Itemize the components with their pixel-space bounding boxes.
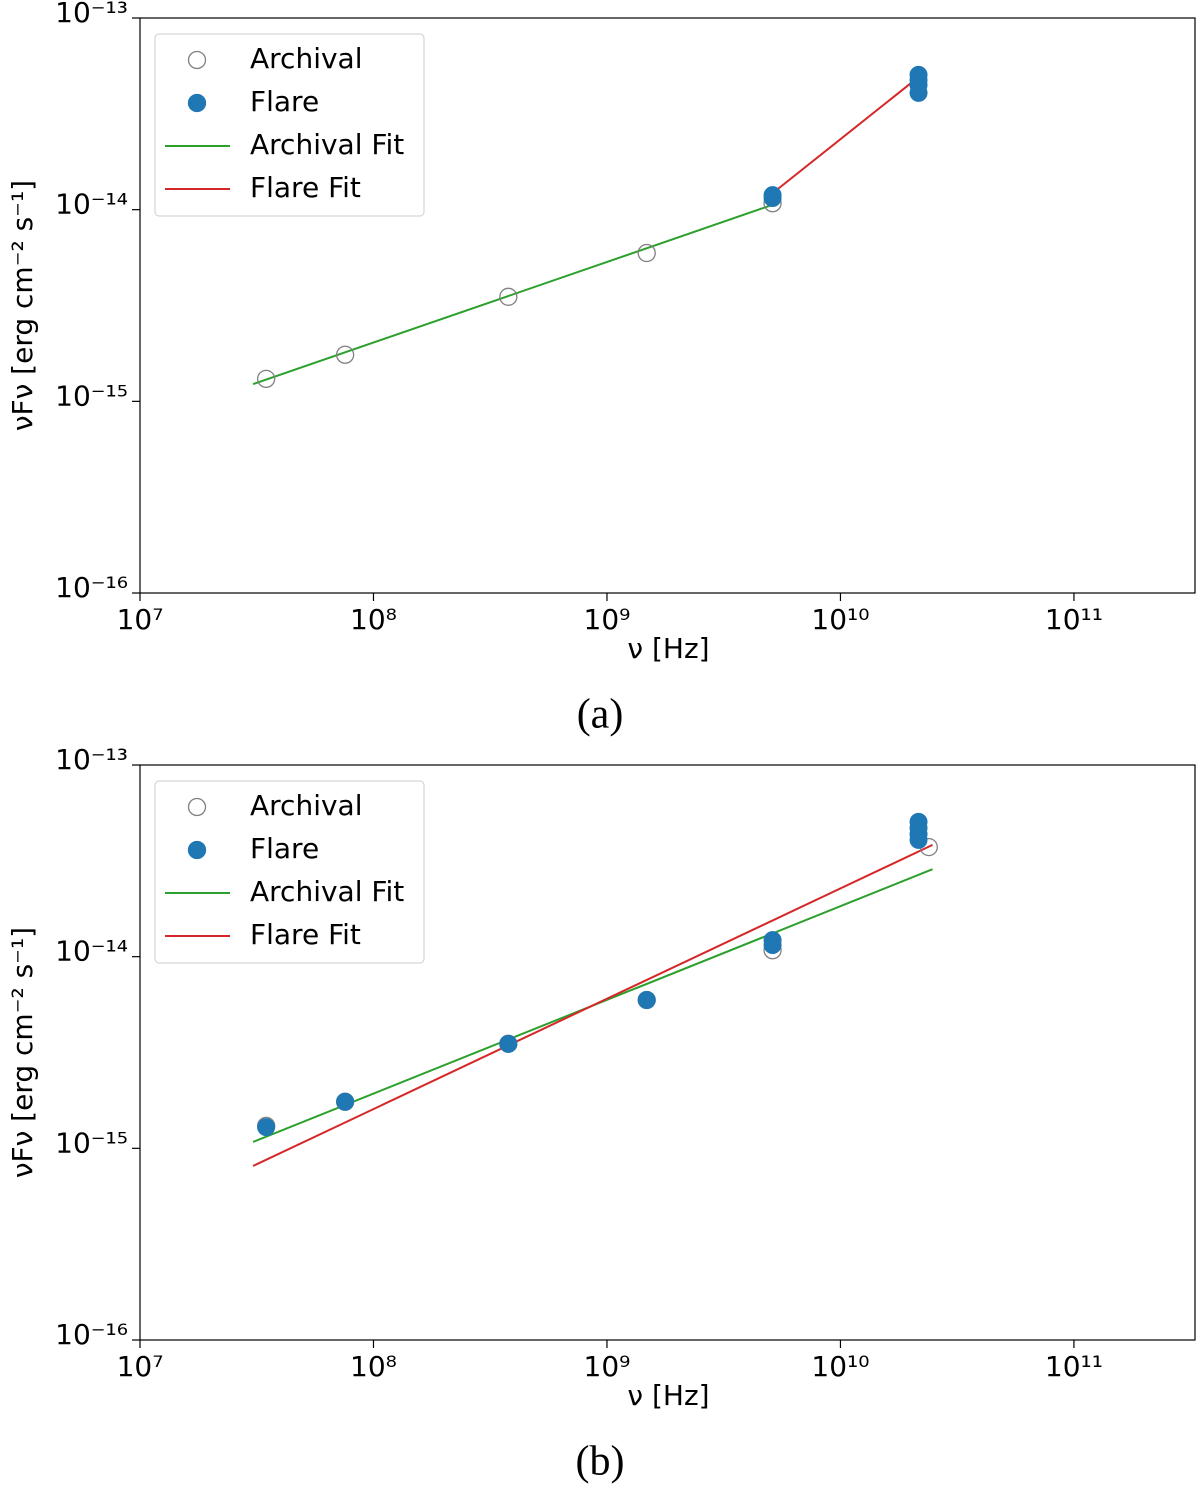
legend-label: Archival — [250, 42, 362, 75]
caption: (b) — [576, 1439, 625, 1485]
legend-label: Flare Fit — [250, 918, 361, 951]
y-tick-label: 10⁻¹⁶ — [55, 571, 128, 604]
data-point — [257, 369, 276, 389]
legend-label: Flare — [250, 85, 319, 118]
legend-swatch — [187, 840, 207, 860]
y-tick-label: 10⁻¹⁵ — [55, 379, 128, 412]
x-tick-label: 10¹¹ — [1045, 603, 1103, 636]
data-point — [909, 83, 928, 102]
x-tick-label: 10¹⁰ — [811, 1350, 869, 1383]
x-tick-label: 10⁷ — [117, 603, 164, 636]
data-point — [763, 936, 782, 955]
x-axis-label: ν [Hz] — [627, 632, 709, 665]
x-tick-label: 10⁸ — [350, 1350, 397, 1383]
legend-box — [154, 780, 425, 964]
data-point — [499, 1034, 518, 1053]
legend-label: Archival Fit — [250, 128, 404, 161]
legend-label: Flare — [250, 832, 319, 865]
y-axis-label: νFν [erg cm⁻² s⁻¹] — [6, 180, 39, 431]
x-tick-label: 10⁹ — [584, 1350, 631, 1383]
y-tick-label: 10⁻¹⁴ — [55, 935, 128, 968]
legend-box — [154, 33, 425, 217]
data-point — [335, 345, 355, 364]
x-axis-label: ν [Hz] — [627, 1379, 709, 1412]
y-tick-label: 10⁻¹⁶ — [55, 1318, 128, 1351]
fit-line — [764, 76, 920, 200]
data-point — [763, 189, 782, 208]
y-tick-label: 10⁻¹³ — [55, 0, 128, 29]
caption: (a) — [577, 692, 624, 738]
plot-frame — [139, 764, 1196, 1341]
data-point — [499, 287, 518, 306]
x-tick-label: 10⁸ — [350, 603, 397, 636]
legend-swatch — [187, 797, 207, 817]
legend-label: Archival — [250, 789, 362, 822]
legend-swatch — [187, 50, 207, 70]
fit-line — [252, 203, 773, 386]
y-tick-label: 10⁻¹⁵ — [55, 1126, 128, 1159]
plot-frame — [139, 17, 1196, 594]
x-tick-label: 10¹¹ — [1045, 1350, 1103, 1383]
x-tick-label: 10¹⁰ — [811, 603, 869, 636]
y-tick-label: 10⁻¹⁴ — [55, 188, 128, 221]
data-point — [909, 830, 928, 849]
fit-line — [252, 843, 933, 1167]
data-point — [637, 991, 656, 1010]
x-tick-label: 10⁹ — [584, 603, 631, 636]
legend-label: Flare Fit — [250, 171, 361, 204]
y-axis-label: νFν [erg cm⁻² s⁻¹] — [6, 927, 39, 1178]
data-point — [257, 1118, 276, 1137]
data-point — [637, 243, 656, 263]
data-point — [336, 1092, 355, 1111]
x-tick-label: 10⁷ — [117, 1350, 164, 1383]
legend-label: Archival Fit — [250, 875, 404, 908]
y-tick-label: 10⁻¹³ — [55, 743, 128, 776]
legend-swatch — [187, 93, 207, 113]
